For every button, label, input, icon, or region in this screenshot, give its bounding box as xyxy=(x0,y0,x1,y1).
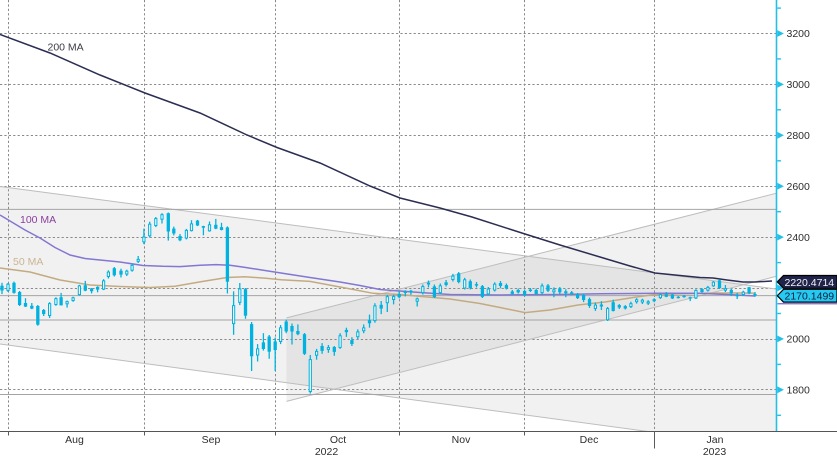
svg-text:2600: 2600 xyxy=(787,181,811,193)
svg-text:2022: 2022 xyxy=(315,446,339,458)
svg-text:2170.1499: 2170.1499 xyxy=(785,291,835,303)
svg-text:3000: 3000 xyxy=(787,79,811,91)
svg-text:2000: 2000 xyxy=(787,334,811,346)
svg-text:200 MA: 200 MA xyxy=(48,42,84,54)
svg-text:Aug: Aug xyxy=(65,434,84,446)
svg-text:Oct: Oct xyxy=(330,434,346,446)
svg-text:2400: 2400 xyxy=(787,232,811,244)
svg-text:2800: 2800 xyxy=(787,130,811,142)
svg-text:1800: 1800 xyxy=(787,385,811,397)
svg-text:2220.4714: 2220.4714 xyxy=(785,277,835,289)
svg-text:100 MA: 100 MA xyxy=(20,214,56,226)
svg-text:Nov: Nov xyxy=(452,434,471,446)
svg-text:Jan: Jan xyxy=(707,434,724,446)
svg-text:2023: 2023 xyxy=(703,446,727,458)
svg-text:50 MA: 50 MA xyxy=(13,256,43,268)
svg-text:Dec: Dec xyxy=(580,434,599,446)
svg-text:Sep: Sep xyxy=(202,434,221,446)
svg-text:3200: 3200 xyxy=(787,28,811,40)
